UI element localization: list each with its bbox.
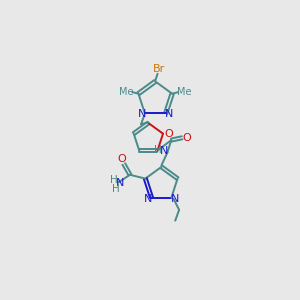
Text: Br: Br: [153, 64, 165, 74]
Text: N: N: [160, 146, 169, 156]
Text: N: N: [143, 194, 152, 204]
Text: N: N: [138, 109, 146, 119]
Text: Me: Me: [177, 87, 192, 97]
Text: N: N: [171, 194, 179, 204]
Text: Me: Me: [119, 87, 134, 97]
Text: H: H: [110, 175, 118, 185]
Text: O: O: [118, 154, 127, 164]
Text: H: H: [112, 184, 120, 194]
Text: H: H: [154, 145, 162, 155]
Text: O: O: [165, 129, 173, 139]
Text: N: N: [116, 178, 124, 188]
Text: N: N: [165, 109, 173, 119]
Text: O: O: [182, 133, 191, 143]
